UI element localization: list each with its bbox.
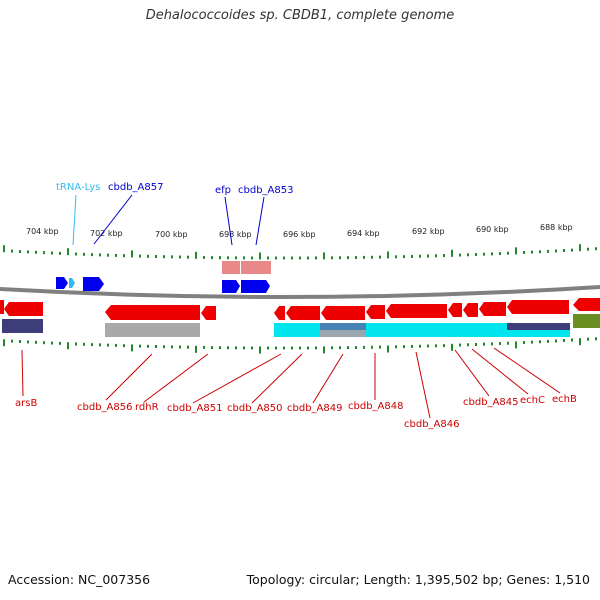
tick-row-bottom — [3, 337, 597, 354]
feature-bar-gray[interactable] — [105, 323, 200, 337]
trna-label[interactable]: tRNA-Lys — [56, 182, 100, 193]
gene-label[interactable]: cbdb_A851 — [167, 403, 222, 414]
accession-text: Accession: NC_007356 — [8, 572, 151, 587]
gene-label[interactable]: efp — [215, 185, 231, 196]
gene-arrow[interactable] — [386, 304, 447, 318]
kbp-label: 692 kbp — [412, 227, 445, 236]
kbp-label: 696 kbp — [283, 230, 316, 239]
gene-arrow[interactable] — [201, 306, 216, 320]
kbp-label: 690 kbp — [476, 225, 509, 234]
gene-label[interactable]: cbdb_A848 — [348, 401, 403, 412]
feature-bar-olive[interactable] — [573, 314, 600, 328]
gene-label[interactable]: echB — [552, 394, 577, 405]
gene-arrow[interactable] — [0, 300, 4, 314]
gene-label[interactable]: cbdb_A850 — [227, 403, 282, 414]
genome-backbone — [0, 285, 600, 300]
gene-arrow[interactable] — [105, 305, 200, 320]
gene-label[interactable]: cbdb_A849 — [287, 403, 342, 414]
bottom-leaders — [21, 347, 561, 419]
pseudo-gene-block[interactable] — [222, 261, 240, 274]
map-title: Dehalococcoides sp. CBDB1, complete geno… — [145, 8, 455, 23]
gene-arrow[interactable] — [321, 306, 365, 320]
gene-arrow[interactable] — [4, 302, 43, 316]
gene-arrow[interactable] — [286, 306, 320, 320]
gene-label[interactable]: echC — [520, 395, 545, 406]
gene-label[interactable]: rdhR — [135, 402, 159, 413]
gene-arrow[interactable] — [448, 303, 462, 317]
gene-label[interactable]: cbdb_A856 — [77, 402, 132, 413]
gene-arrow[interactable] — [56, 277, 68, 289]
feature-bar-navy[interactable] — [507, 323, 570, 330]
pseudo-gene-block[interactable] — [241, 261, 271, 274]
gene-arrow[interactable] — [463, 303, 478, 317]
kbp-label: 694 kbp — [347, 229, 380, 238]
feature-bar-navy[interactable] — [2, 319, 43, 333]
kbp-label: 702 kbp — [90, 229, 123, 238]
gene-label[interactable]: cbdb_A845 — [463, 397, 518, 408]
top-leaders — [72, 194, 265, 246]
gene-label[interactable]: cbdb_A853 — [238, 185, 293, 196]
gene-label[interactable]: cbdb_A857 — [108, 182, 163, 193]
gene-arrow[interactable] — [241, 280, 270, 293]
kbp-label: 688 kbp — [540, 223, 573, 232]
gene-label[interactable]: cbdb_A846 — [404, 419, 459, 430]
trna-gene-arrow[interactable] — [69, 278, 75, 288]
kbp-scale: 704 kbp 702 kbp 700 kbp 698 kbp 696 kbp … — [26, 223, 573, 239]
gene-arrow[interactable] — [83, 277, 104, 291]
gene-label[interactable]: arsB — [15, 398, 37, 409]
feature-bars — [2, 314, 600, 337]
feature-bar-gray-small[interactable] — [320, 330, 366, 337]
kbp-label: 700 kbp — [155, 230, 188, 239]
gene-arrow[interactable] — [479, 302, 506, 316]
gene-arrow[interactable] — [573, 298, 600, 311]
gene-arrow[interactable] — [274, 306, 285, 320]
gene-arrow[interactable] — [366, 305, 385, 319]
topology-summary: Topology: circular; Length: 1,395,502 bp… — [246, 572, 590, 587]
kbp-label: 698 kbp — [219, 230, 252, 239]
gene-arrow[interactable] — [222, 280, 240, 293]
reverse-genes — [0, 298, 600, 320]
kbp-label: 704 kbp — [26, 227, 59, 236]
feature-bar-steel[interactable] — [320, 323, 366, 330]
tick-row-top — [3, 244, 597, 260]
gene-arrow[interactable] — [507, 300, 569, 314]
forward-genes — [56, 261, 271, 293]
